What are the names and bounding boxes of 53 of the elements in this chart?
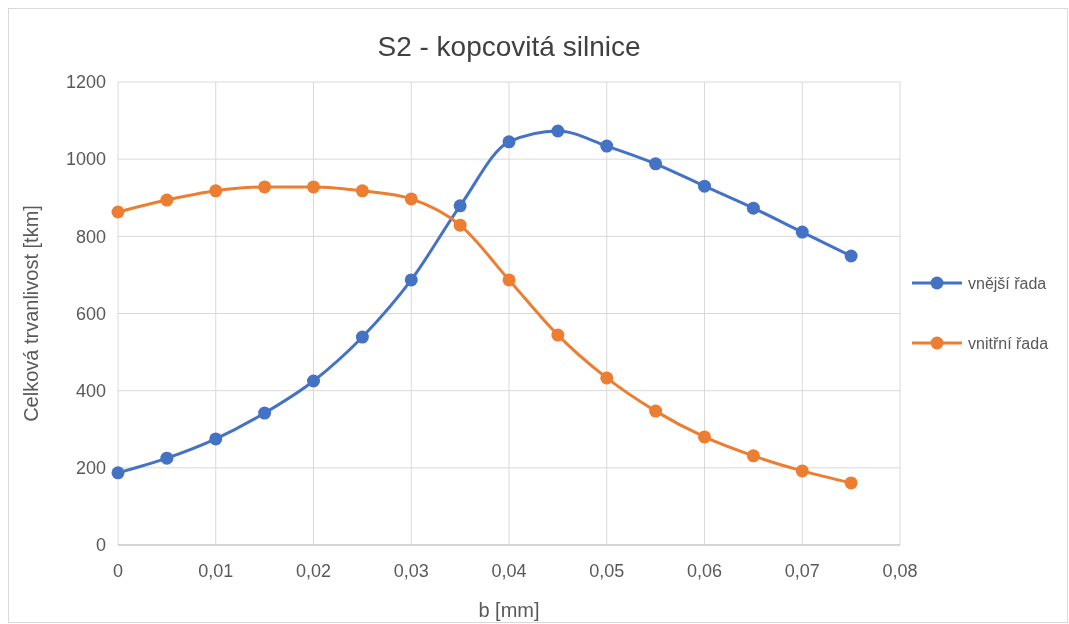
point (502, 135, 516, 149)
x-tick-label: 0,02 (295, 561, 332, 581)
point (649, 157, 663, 171)
point (844, 249, 858, 263)
point (746, 449, 760, 463)
legend-label: vnější řada (968, 274, 1047, 292)
x-axis-title: b [mm] (478, 599, 540, 621)
point (698, 430, 711, 444)
x-tick-label: 0,03 (393, 561, 429, 581)
x-tick-label: 0,05 (589, 561, 625, 581)
point (844, 476, 858, 490)
point (258, 406, 272, 420)
point (307, 180, 320, 194)
x-tick-label: 0,08 (882, 561, 918, 581)
y-axis-title: Celková trvanlivost [tkm] (20, 205, 42, 422)
point (795, 225, 809, 239)
point (551, 328, 565, 342)
x-tick-label: 0,01 (198, 561, 234, 581)
point (551, 124, 565, 138)
point (111, 205, 125, 219)
point (600, 371, 614, 385)
chart-title: S2 - kopcovitá silnice (377, 31, 641, 62)
point (111, 466, 125, 480)
x-tick-label: 0 (112, 561, 124, 581)
y-tick-label: 0 (95, 535, 106, 556)
y-tick-label: 1000 (65, 149, 106, 170)
x-tick-label: 0,06 (686, 561, 723, 581)
point (355, 184, 369, 198)
point (209, 184, 223, 198)
y-tick-label: 400 (75, 380, 106, 401)
point (502, 273, 516, 287)
y-tick-label: 200 (75, 458, 106, 479)
point (698, 179, 711, 193)
point (160, 193, 174, 207)
legend-label: vnitřní řada (968, 334, 1049, 352)
point (453, 199, 467, 213)
point (746, 201, 760, 215)
point (649, 404, 663, 418)
point (355, 330, 369, 344)
y-tick-label: 600 (75, 303, 106, 324)
point (209, 432, 223, 446)
point (404, 273, 418, 287)
x-tick-label: 0,04 (491, 561, 527, 581)
y-tick-label: 800 (75, 226, 106, 247)
y-tick-label: 1200 (65, 72, 106, 93)
point (404, 192, 418, 206)
point (307, 374, 320, 388)
x-tick-label: 0,07 (784, 561, 820, 581)
point (160, 451, 174, 465)
point (453, 218, 467, 232)
point (600, 139, 614, 153)
point (795, 464, 809, 478)
point (258, 180, 272, 194)
